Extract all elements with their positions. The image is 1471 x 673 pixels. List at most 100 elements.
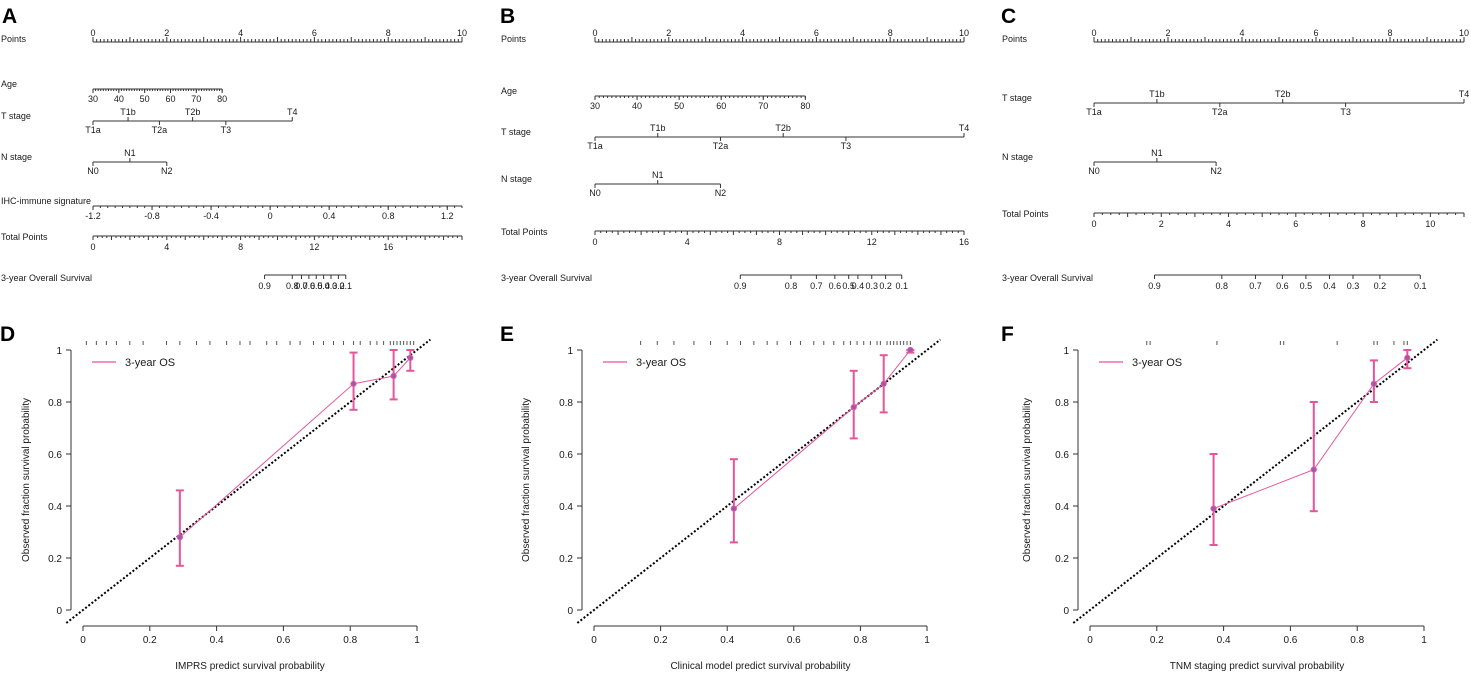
y-tick-label: 0.4: [559, 502, 573, 513]
nomogram-row: T stage T1a T1b T2a T2b T3 T4: [501, 123, 969, 151]
x-tick-label: 0.8: [343, 635, 357, 646]
total-tick-label: 0: [1091, 219, 1096, 229]
points-tick-label: 2: [1165, 28, 1170, 38]
points-tick-label: 8: [386, 28, 391, 38]
points-tick-label: 6: [814, 28, 819, 38]
x-tick-label: 0: [591, 635, 597, 646]
survival-tick-label: 0.7: [810, 281, 823, 291]
continuous-tick-label: 0.4: [323, 211, 336, 221]
x-tick-label: 0.6: [1283, 635, 1297, 646]
total-tick-label: 10: [1425, 219, 1435, 229]
y-tick-label: 1: [56, 346, 62, 357]
continuous-tick-label: 70: [758, 101, 768, 111]
y-tick-label: 0.6: [48, 450, 62, 461]
x-tick-label: 0.8: [853, 635, 867, 646]
category-label: T1b: [1149, 89, 1165, 99]
y-tick-label: 0.8: [1055, 398, 1069, 409]
nomogram-row: T stage T1a T1b T2a T2b T3 T4: [1002, 89, 1469, 117]
category-label: T2b: [1275, 89, 1291, 99]
nomogram-row: IHC-immune signature -1.2 -0.8 -0.4 0 0.4 0.8 1…: [1, 196, 463, 221]
category-label: T2b: [775, 123, 791, 133]
survival-tick-label: 0.3: [325, 281, 338, 291]
category-label: T2b: [185, 107, 201, 117]
nomogram-row: Total Points 0 4 8 12 16: [1, 232, 463, 252]
row-label: Points: [1, 34, 27, 44]
total-tick-label: 0: [90, 242, 95, 252]
survival-tick-label: 0.8: [1216, 281, 1229, 291]
total-tick-label: 8: [1361, 219, 1366, 229]
nomogram-row: Points 0 2 4 6 8 10: [501, 28, 969, 44]
x-tick-label: 0.6: [276, 635, 290, 646]
survival-tick-label: 0.9: [734, 281, 747, 291]
row-label: Total Points: [1, 232, 48, 242]
x-tick-label: 1: [924, 635, 930, 646]
continuous-tick-label: 50: [674, 101, 684, 111]
total-tick-label: 6: [1293, 219, 1298, 229]
x-tick-label: 0.4: [720, 635, 734, 646]
points-tick-label: 8: [888, 28, 893, 38]
y-tick-label: 0: [1063, 606, 1069, 617]
total-tick-label: 12: [309, 242, 319, 252]
y-axis-title: Observed fraction survival probability: [1022, 398, 1033, 562]
calibration-panel-f: F 0 0.2 0.4 0.6 0.8 1 0 0.2 0.4 0.6 0.8 1 TNM staging…: [1001, 323, 1438, 672]
survival-tick-label: 0.7: [1249, 281, 1262, 291]
nomogram-row: N stage N0 N1 N2: [501, 170, 726, 198]
nomogram-row: Total Points 0 4 8 12 16: [501, 227, 969, 247]
survival-tick-label: 0.6: [303, 281, 316, 291]
x-tick-label: 0.2: [143, 635, 157, 646]
row-label: Total Points: [1002, 209, 1049, 219]
x-axis-title: Clinical model predict survival probabil…: [670, 661, 850, 672]
survival-tick-label: 0.1: [340, 281, 353, 291]
row-label: 3-year Overall Survival: [1002, 273, 1093, 283]
total-tick-label: 4: [685, 237, 690, 247]
data-point: [350, 380, 357, 387]
continuous-tick-label: 40: [114, 94, 124, 104]
points-tick-label: 10: [457, 28, 467, 38]
nomogram-row: Points 0 2 4 6 8 10: [1002, 28, 1469, 44]
nomogram-row: Age 30 40 50 60 70 80: [501, 86, 810, 111]
category-label: T1a: [85, 125, 101, 135]
legend-label: 3-year OS: [125, 357, 175, 369]
y-tick-label: 0.8: [559, 398, 573, 409]
row-label: 3-year Overall Survival: [1, 273, 92, 283]
total-tick-label: 2: [1159, 219, 1164, 229]
points-tick-label: 4: [1239, 28, 1244, 38]
calibration-line: [179, 357, 411, 538]
category-label: T3: [1340, 107, 1351, 117]
row-label: Age: [501, 86, 517, 96]
y-tick-label: 0.4: [48, 502, 62, 513]
survival-tick-label: 0.4: [852, 281, 865, 291]
legend-label: 3-year OS: [636, 357, 686, 369]
row-label: Age: [1, 79, 17, 89]
total-tick-label: 4: [1226, 219, 1231, 229]
x-tick-label: 0: [80, 635, 86, 646]
y-tick-label: 0.6: [1055, 450, 1069, 461]
data-point: [407, 354, 414, 361]
row-label: N stage: [501, 174, 532, 184]
calibration-panel-d: D 0 0.2 0.4 0.6 0.8 1 0 0.2 0.4 0.6 0.8 1 IMPRS predi…: [0, 323, 431, 672]
category-label: N1: [652, 170, 664, 180]
survival-tick-label: 0.2: [332, 281, 345, 291]
data-point: [1370, 380, 1378, 387]
panel-label: D: [0, 323, 15, 346]
row-label: N stage: [1, 152, 32, 162]
calibration-line: [733, 349, 911, 509]
nomogram-row: N stage N0 N1 N2: [1, 148, 173, 176]
y-tick-label: 0.4: [1055, 502, 1069, 513]
nomogram-panel-c: C Points 0 2 4 6 8 10 T stage T1a T1b T2a T2b T3 T4 N s…: [1001, 5, 1469, 291]
total-tick-label: 8: [777, 237, 782, 247]
x-axis-title: IMPRS predict survival probability: [175, 661, 325, 672]
points-tick-label: 2: [666, 28, 671, 38]
x-tick-label: 1: [414, 635, 420, 646]
nomogram-row: Points 0 2 4 6 8 10: [1, 28, 467, 44]
points-tick-label: 8: [1387, 28, 1392, 38]
row-label: T stage: [501, 127, 531, 137]
row-label: 3-year Overall Survival: [501, 273, 592, 283]
y-axis-title: Observed fraction survival probability: [21, 398, 32, 562]
survival-tick-label: 0.1: [1414, 281, 1427, 291]
ideal-diagonal-line: [65, 338, 431, 624]
ideal-diagonal-line: [1072, 338, 1438, 624]
points-tick-label: 10: [1459, 28, 1469, 38]
category-label: T3: [221, 125, 232, 135]
y-tick-label: 1: [567, 346, 573, 357]
